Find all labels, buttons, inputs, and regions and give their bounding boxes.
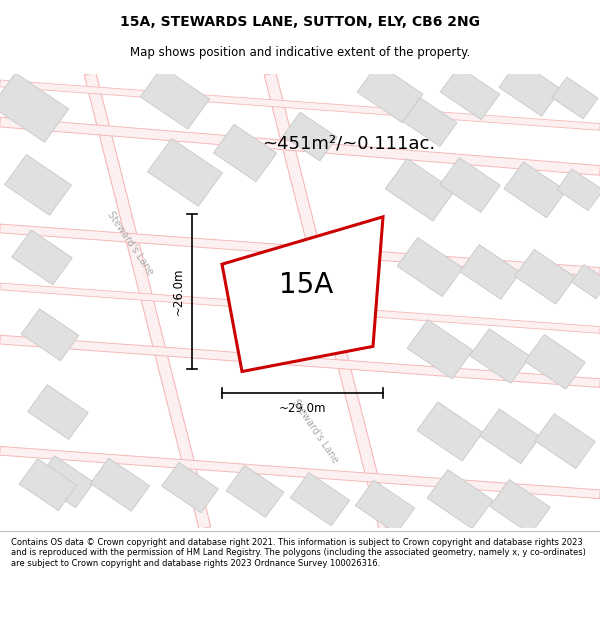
Polygon shape	[499, 61, 561, 116]
Polygon shape	[571, 264, 600, 299]
Polygon shape	[480, 409, 540, 464]
Polygon shape	[283, 112, 337, 161]
Polygon shape	[407, 320, 473, 379]
Polygon shape	[250, 233, 358, 354]
Polygon shape	[460, 244, 520, 299]
Polygon shape	[0, 335, 600, 388]
Polygon shape	[504, 162, 566, 217]
Polygon shape	[21, 309, 79, 361]
Polygon shape	[290, 472, 350, 526]
Polygon shape	[0, 80, 600, 130]
Polygon shape	[397, 238, 463, 297]
Text: Map shows position and indicative extent of the property.: Map shows position and indicative extent…	[130, 46, 470, 59]
Polygon shape	[357, 64, 423, 122]
Polygon shape	[427, 469, 493, 529]
Polygon shape	[417, 402, 483, 461]
Polygon shape	[214, 124, 277, 182]
Polygon shape	[264, 72, 391, 529]
Text: Steward's Lane: Steward's Lane	[105, 209, 155, 277]
Polygon shape	[355, 481, 415, 533]
Polygon shape	[84, 72, 211, 529]
Text: 15A, STEWARDS LANE, SUTTON, ELY, CB6 2NG: 15A, STEWARDS LANE, SUTTON, ELY, CB6 2NG	[120, 15, 480, 29]
Polygon shape	[19, 459, 77, 511]
Polygon shape	[470, 329, 530, 383]
Text: Steward's Lane: Steward's Lane	[290, 398, 340, 465]
Polygon shape	[0, 224, 600, 276]
Polygon shape	[0, 118, 600, 175]
Polygon shape	[0, 283, 600, 333]
Polygon shape	[403, 98, 457, 146]
Text: ~29.0m: ~29.0m	[279, 402, 326, 415]
Polygon shape	[140, 67, 209, 129]
Polygon shape	[490, 479, 550, 534]
Polygon shape	[515, 249, 575, 304]
Polygon shape	[535, 414, 595, 469]
Polygon shape	[525, 334, 585, 389]
Text: 15A: 15A	[279, 271, 333, 299]
Polygon shape	[222, 217, 383, 371]
Text: ~451m²/~0.111ac.: ~451m²/~0.111ac.	[262, 134, 435, 152]
Polygon shape	[557, 169, 600, 211]
Polygon shape	[440, 66, 500, 119]
Polygon shape	[226, 466, 284, 518]
Polygon shape	[0, 446, 600, 499]
Text: ~26.0m: ~26.0m	[172, 268, 185, 315]
Polygon shape	[162, 462, 218, 512]
Polygon shape	[5, 154, 71, 215]
Polygon shape	[148, 139, 223, 206]
Polygon shape	[36, 456, 94, 508]
Polygon shape	[0, 73, 68, 142]
Polygon shape	[440, 158, 500, 212]
Polygon shape	[385, 159, 455, 221]
Polygon shape	[91, 458, 149, 511]
Text: Contains OS data © Crown copyright and database right 2021. This information is : Contains OS data © Crown copyright and d…	[11, 538, 586, 568]
Polygon shape	[12, 230, 72, 285]
Polygon shape	[552, 77, 598, 119]
Polygon shape	[28, 385, 88, 439]
